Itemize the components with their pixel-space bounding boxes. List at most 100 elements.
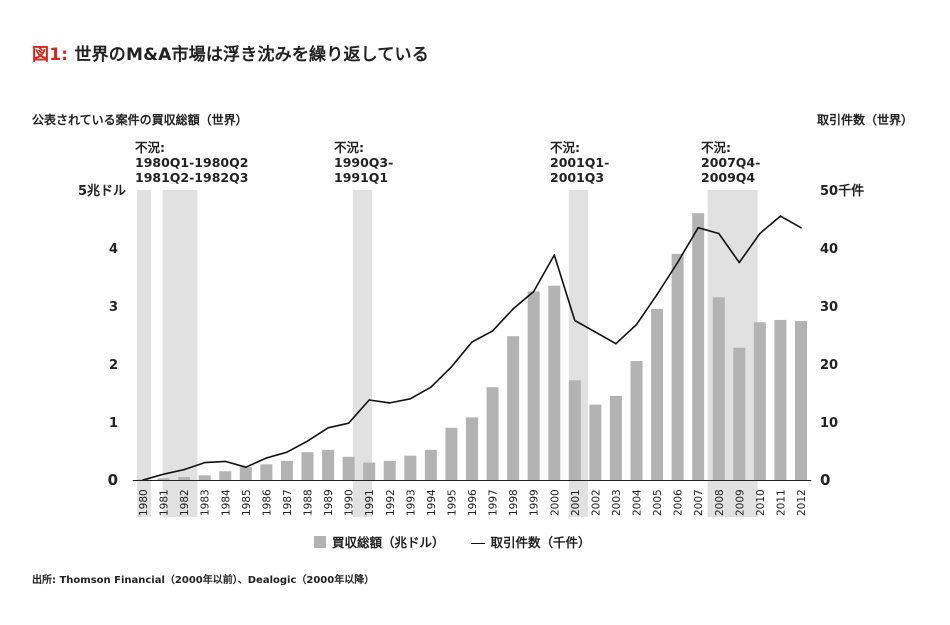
x-tick-label: 1983 — [200, 489, 212, 516]
line-point — [409, 398, 412, 400]
right-tick-label: 20 — [820, 358, 838, 373]
left-tick-label: 2 — [109, 358, 118, 373]
line-point — [347, 422, 350, 424]
bar — [445, 427, 458, 480]
chart-title: 図1: 世界のM&A市場は浮き沈みを繰り返している — [32, 40, 429, 65]
line-point — [203, 461, 206, 464]
bar — [157, 478, 170, 480]
line-point — [471, 341, 473, 343]
line-point — [245, 466, 247, 469]
recession-label-heading: 不況: — [334, 140, 364, 155]
line-point — [388, 402, 391, 404]
line-point — [286, 451, 288, 453]
figure-number: 図1: — [32, 45, 69, 65]
line-point — [368, 399, 370, 401]
bar — [404, 455, 417, 480]
left-axis: 0 1 2 3 4 5兆ドル — [78, 183, 126, 489]
line-point — [594, 331, 597, 333]
line-point — [697, 226, 699, 229]
title-text: 世界のM&A市場は浮き沈みを繰り返している — [74, 45, 429, 65]
recession-label-period: 2001Q3 — [550, 170, 605, 185]
recession-label-period: 1981Q2-1982Q3 — [135, 170, 249, 185]
recession-label-period: 2009Q4 — [701, 170, 756, 185]
right-tick-label: 30 — [820, 300, 838, 315]
x-tick-label: 2010 — [755, 489, 767, 516]
x-tick-label: 1989 — [323, 489, 335, 516]
recession-label-period: 1990Q3- — [334, 155, 394, 170]
x-tick-label: 1993 — [405, 489, 417, 516]
line-point — [450, 366, 453, 368]
x-tick-label: 2012 — [796, 489, 808, 516]
legend: 買収総額（兆ドル） 取引件数（千件） — [314, 532, 591, 551]
line-point — [512, 308, 514, 310]
line-point — [162, 473, 165, 476]
x-tick-label: 1985 — [241, 489, 253, 516]
x-tick-label: 1980 — [138, 489, 150, 516]
line-point — [779, 215, 782, 217]
x-tick-label: 1988 — [303, 489, 315, 516]
x-tick-label: 1981 — [159, 489, 171, 516]
left-tick-label: 4 — [109, 242, 118, 257]
bar — [301, 452, 314, 480]
bar — [733, 347, 746, 480]
bar — [280, 460, 293, 480]
bar — [178, 477, 191, 480]
line-point — [738, 261, 741, 264]
x-tick-label: 2009 — [734, 489, 746, 516]
recession-band — [162, 190, 198, 517]
bar — [424, 449, 437, 480]
x-tick-label: 1992 — [385, 489, 397, 516]
x-tick-label: 2007 — [693, 489, 705, 516]
bar — [630, 361, 643, 480]
bar — [795, 321, 807, 480]
bar — [651, 308, 664, 480]
legend-bar-label: 買収総額（兆ドル） — [332, 535, 445, 550]
bar — [671, 253, 684, 480]
bar-series — [137, 213, 807, 480]
recession-label-heading: 不況: — [701, 140, 731, 155]
bar — [219, 471, 232, 480]
x-tick-label: 2005 — [652, 489, 664, 516]
line-point — [800, 226, 802, 229]
x-tick-label: 1982 — [179, 489, 191, 516]
line-point — [574, 319, 576, 322]
bar — [466, 417, 478, 480]
recession-label-period: 1980Q1-1980Q2 — [135, 155, 249, 170]
recession-band — [137, 190, 152, 517]
recession-label-period: 2001Q1- — [550, 155, 610, 170]
x-tick-label: 2011 — [775, 489, 787, 516]
bar — [527, 291, 540, 480]
x-tick-label: 1984 — [220, 489, 232, 516]
left-axis-unit: 5兆ドル — [78, 183, 126, 199]
legend-item-bar: 買収総額（兆ドル） — [314, 532, 445, 551]
x-tick-label: 2000 — [549, 489, 561, 516]
right-tick-label: 10 — [820, 416, 838, 431]
x-tick-label: 1997 — [488, 489, 500, 516]
x-axis: 1980 1981 1982 1983 1984 1985 1986 1987 1988 1989… — [132, 480, 812, 516]
x-tick-label: 1996 — [467, 489, 479, 516]
bar — [486, 387, 499, 480]
x-tick-label: 2008 — [714, 489, 726, 516]
bar — [322, 449, 335, 480]
bar — [568, 380, 581, 480]
line-point — [183, 468, 185, 471]
x-tick-label: 1995 — [446, 489, 458, 516]
bar — [260, 464, 273, 480]
x-tick-label: 2001 — [570, 489, 582, 516]
line-point — [759, 232, 761, 235]
legend-bar-swatch — [314, 536, 326, 548]
line-point — [615, 342, 617, 345]
left-tick-label: 1 — [109, 416, 118, 431]
x-tick-label: 1998 — [508, 489, 520, 516]
line-point — [491, 330, 494, 332]
legend-item-line: 取引件数（千件） — [470, 532, 591, 551]
x-tick-label: 1999 — [529, 489, 541, 516]
line-point — [553, 254, 556, 256]
right-axis: 0 10 20 30 40 50千件 — [820, 183, 864, 489]
legend-line-swatch — [470, 543, 485, 544]
recession-label-period: 2007Q4- — [701, 155, 761, 170]
right-tick-label: 40 — [820, 242, 838, 257]
bar — [198, 475, 211, 480]
bar — [712, 297, 725, 480]
